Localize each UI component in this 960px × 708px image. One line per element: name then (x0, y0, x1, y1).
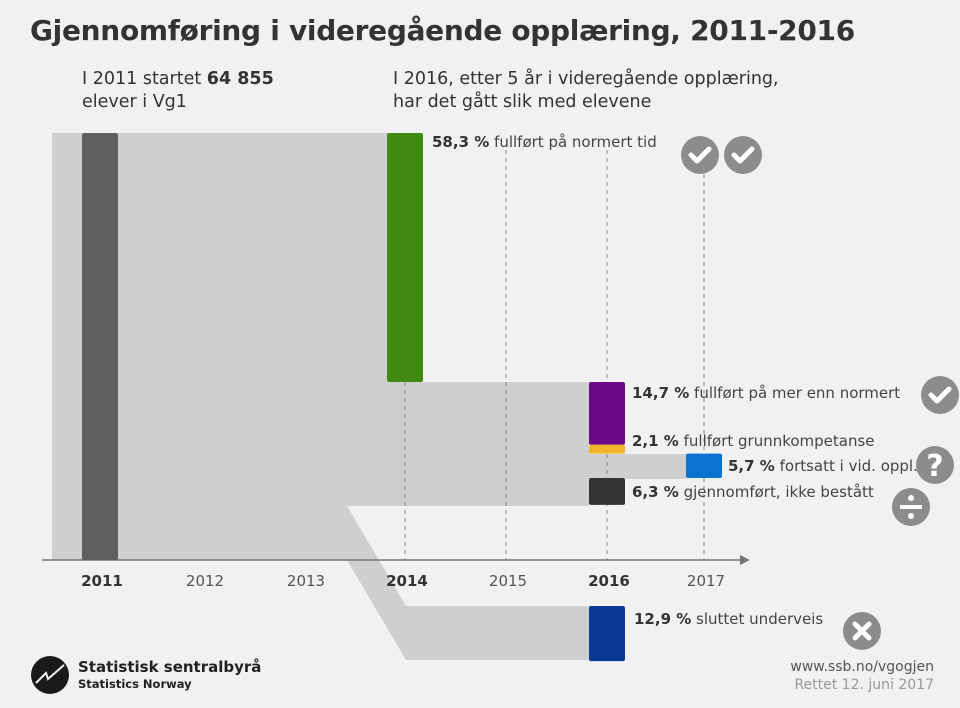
x-tick-2016: 2016 (588, 572, 630, 590)
bar-outcome-3 (686, 453, 722, 479)
outcome-text: sluttet underveis (696, 610, 824, 628)
bar-start-2011 (82, 133, 118, 560)
intro-right-line1: I 2016, etter 5 år i videregående opplær… (393, 69, 779, 89)
x-tick-2014: 2014 (386, 572, 428, 590)
outcome-text: fullført på mer enn normert (694, 384, 901, 402)
x-tick-2015: 2015 (488, 572, 528, 590)
intro-left-line2: elever i Vg1 (82, 92, 187, 112)
outcome-label-4: 6,3 % gjennomført, ikke bestått (632, 483, 874, 501)
intro-left-text: I 2011 startet (82, 69, 207, 89)
page-title: Gjennomføring i videregående opplæring, … (30, 14, 855, 47)
x-icon (843, 612, 881, 650)
start-count: 64 855 (206, 69, 274, 89)
source-url[interactable]: www.ssb.no/vgogjen (790, 659, 934, 675)
outcome-text: fortsatt i vid. oppl. (779, 457, 918, 475)
x-tick-2012: 2012 (185, 572, 225, 590)
bar-outcome-2 (589, 444, 625, 454)
intro-right: I 2016, etter 5 år i videregående opplær… (393, 68, 779, 114)
flow-2014-2016 (387, 382, 589, 506)
x-tick-2017: 2017 (686, 572, 726, 590)
outcome-text: fullført på normert tid (494, 133, 657, 151)
check-icon (724, 136, 762, 174)
x-tick-2013: 2013 (286, 572, 326, 590)
intro-left: I 2011 startet 64 855 elever i Vg1 (82, 68, 274, 114)
bar-outcome-5 (589, 606, 625, 662)
outcome-text: fullført grunnkompetanse (683, 432, 875, 450)
outcome-text: gjennomført, ikke bestått (683, 483, 874, 501)
flow-2016-2017 (589, 454, 686, 479)
revised-date: Rettet 12. juni 2017 (794, 677, 934, 693)
flow-main (52, 133, 589, 660)
ssb-logo (30, 655, 70, 699)
x-tick-2011: 2011 (81, 572, 123, 590)
intro-right-line2: har det gått slik med elevene (393, 92, 652, 112)
bar-outcome-0 (387, 133, 423, 382)
outcome-pct: 12,9 % (634, 610, 692, 628)
outcome-label-1: 14,7 % fullført på mer enn normert (632, 384, 900, 402)
svg-text:?: ? (926, 449, 943, 484)
outcome-label-5: 12,9 % sluttet underveis (634, 610, 823, 628)
outcome-pct: 58,3 % (432, 133, 490, 151)
divide-icon (892, 488, 930, 526)
x-axis-arrow (740, 555, 750, 565)
outcome-pct: 14,7 % (632, 384, 690, 402)
check-icon (681, 136, 719, 174)
outcome-label-3: 5,7 % fortsatt i vid. oppl. (728, 457, 918, 475)
ssb-logo-icon (31, 656, 69, 694)
org-name: Statistisk sentralbyrå (78, 658, 262, 676)
bar-outcome-1 (589, 381, 625, 445)
outcome-pct: 6,3 % (632, 483, 679, 501)
outcome-pct: 2,1 % (632, 432, 679, 450)
org-name-en: Statistics Norway (78, 677, 192, 691)
outcome-label-0: 58,3 % fullført på normert tid (432, 133, 657, 151)
outcome-pct: 5,7 % (728, 457, 775, 475)
outcome-label-2: 2,1 % fullført grunnkompetanse (632, 432, 875, 450)
check-icon (921, 376, 959, 414)
question-icon: ? (916, 446, 954, 484)
bar-outcome-4 (589, 478, 625, 505)
